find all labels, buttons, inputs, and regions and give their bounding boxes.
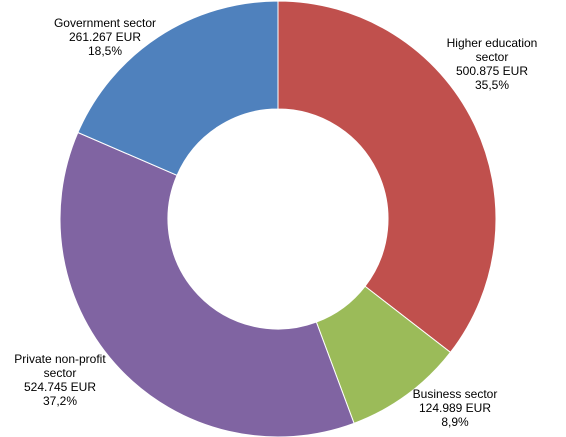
label-higher-education-percent: 35,5% [474, 78, 510, 92]
label-business-line1: Business sector [412, 387, 498, 401]
label-private-non-profit-line1: Private non-profit [14, 352, 106, 366]
label-business-percent: 8,9% [441, 415, 469, 429]
label-private-non-profit-percent: 37,2% [42, 394, 78, 408]
label-government: Government sector 261.267 EUR 18,5% [45, 16, 165, 58]
label-higher-education-line2: sector [475, 50, 509, 64]
label-business: Business sector 124.989 EUR 8,9% [400, 387, 510, 429]
label-government-percent: 18,5% [87, 44, 123, 58]
label-private-non-profit-line2: sector [43, 366, 77, 380]
label-higher-education: Higher education sector 500.875 EUR 35,5… [437, 36, 547, 92]
label-government-line1: Government sector [53, 16, 157, 30]
label-higher-education-value: 500.875 EUR [455, 64, 529, 78]
label-higher-education-line1: Higher education [446, 36, 538, 50]
label-business-value: 124.989 EUR [418, 401, 492, 415]
slice-government [77, 0, 279, 177]
label-government-value: 261.267 EUR [68, 30, 142, 44]
label-private-non-profit: Private non-profit sector 524.745 EUR 37… [0, 352, 120, 408]
label-private-non-profit-value: 524.745 EUR [23, 380, 97, 394]
slice-higher-education [277, 0, 497, 354]
slice-private-non-profit [59, 131, 355, 437]
